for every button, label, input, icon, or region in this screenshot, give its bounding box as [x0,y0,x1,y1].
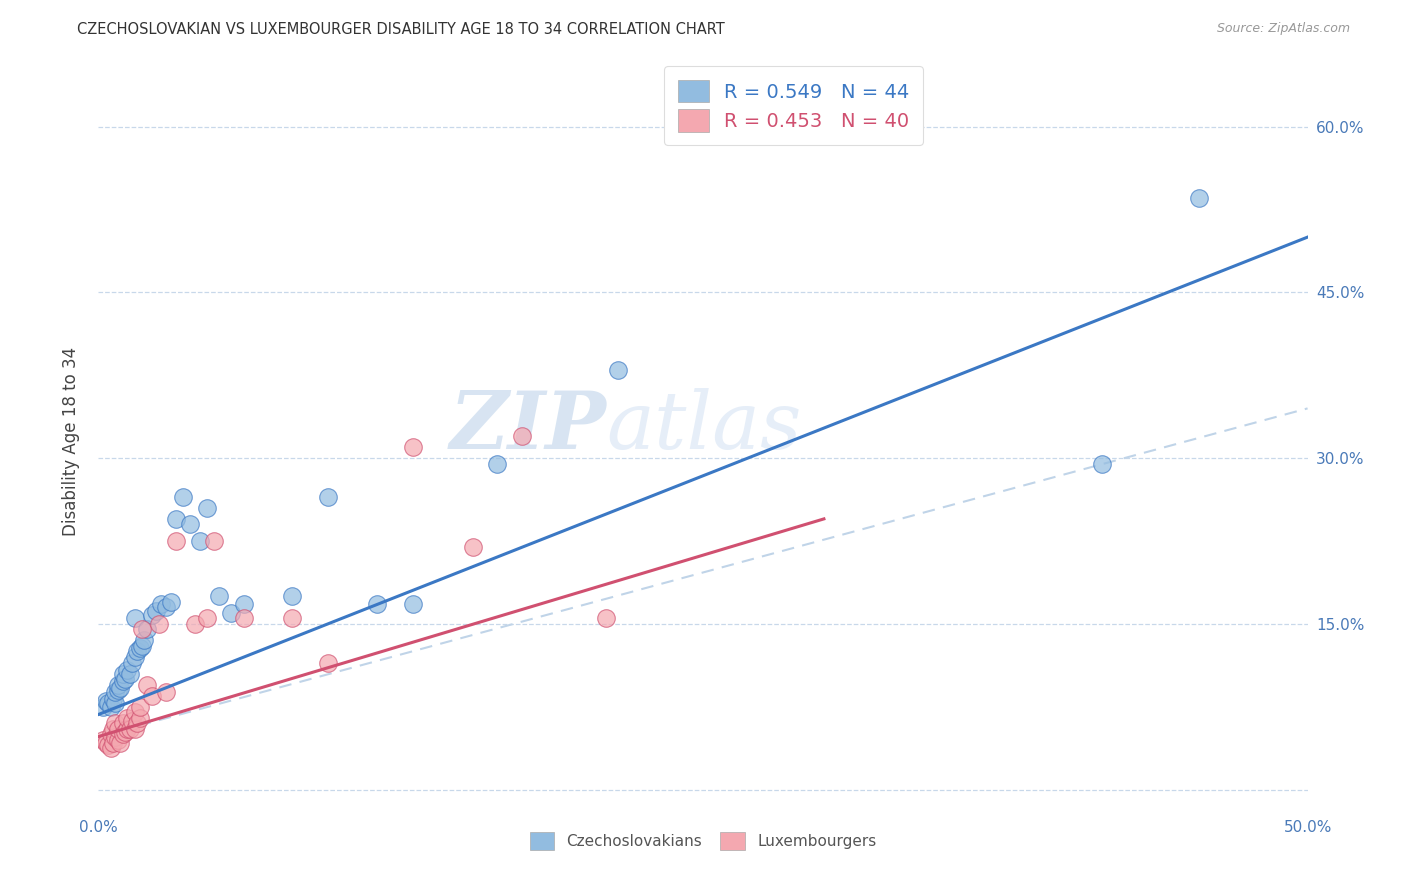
Point [101,692,124,706]
Point [184,616,207,631]
Point [91,699,114,714]
Text: atlas: atlas [606,388,801,466]
Point [117,711,139,725]
Point [108,736,131,750]
Point [195,500,218,515]
Point [208,589,231,603]
Point [124,650,146,665]
Point [141,689,163,703]
Point [316,656,339,670]
Point [101,736,124,750]
Point [111,716,134,731]
Point [1188,191,1211,205]
Point [104,697,127,711]
Point [127,716,149,731]
Point [100,740,122,755]
Point [100,727,122,741]
Point [1091,457,1114,471]
Point [402,597,425,611]
Point [232,597,254,611]
Point [281,589,304,603]
Point [188,533,211,548]
Point [134,633,156,648]
Point [128,711,150,725]
Point [366,597,388,611]
Point [135,678,157,692]
Point [145,604,167,618]
Text: CZECHOSLOVAKIAN VS LUXEMBOURGER DISABILITY AGE 18 TO 34 CORRELATION CHART: CZECHOSLOVAKIAN VS LUXEMBOURGER DISABILI… [77,22,725,37]
Point [114,672,136,686]
Point [131,639,153,653]
Point [128,641,150,656]
Point [135,623,157,637]
Point [121,714,143,728]
Point [107,683,129,698]
Point [510,429,533,443]
Y-axis label: Disability Age 18 to 34: Disability Age 18 to 34 [62,347,80,536]
Point [111,674,134,689]
Point [107,732,129,747]
Point [148,616,170,631]
Point [114,725,136,739]
Point [124,706,146,720]
Text: ZIP: ZIP [450,388,606,466]
Point [165,533,187,548]
Point [150,597,173,611]
Point [118,666,141,681]
Point [595,611,617,625]
Point [117,722,139,736]
Point [141,607,163,622]
Point [94,694,117,708]
Point [221,606,243,620]
Point [172,490,194,504]
Point [607,362,630,376]
Point [124,611,146,625]
Point [97,739,120,753]
Point [155,600,177,615]
Point [104,685,127,699]
Point [107,678,129,692]
Point [232,611,254,625]
Point [165,512,187,526]
Point [107,722,129,736]
Point [117,663,139,677]
Point [128,699,150,714]
Point [463,540,485,554]
Point [111,666,134,681]
Point [104,716,127,731]
Point [108,681,131,695]
Text: Source: ZipAtlas.com: Source: ZipAtlas.com [1216,22,1350,36]
Point [124,722,146,736]
Point [155,685,177,699]
Point [100,699,122,714]
Point [101,722,124,736]
Point [281,611,304,625]
Point [160,595,183,609]
Point [316,490,339,504]
Point [402,440,425,454]
Point [97,697,120,711]
Point [91,732,114,747]
Point [127,644,149,658]
Point [118,722,141,736]
Legend: Czechoslovakians, Luxembourgers: Czechoslovakians, Luxembourgers [523,826,883,856]
Point [204,533,226,548]
Point [195,611,218,625]
Point [94,736,117,750]
Point [486,457,509,471]
Point [131,623,153,637]
Point [179,517,201,532]
Point [111,727,134,741]
Point [121,656,143,670]
Point [104,730,127,744]
